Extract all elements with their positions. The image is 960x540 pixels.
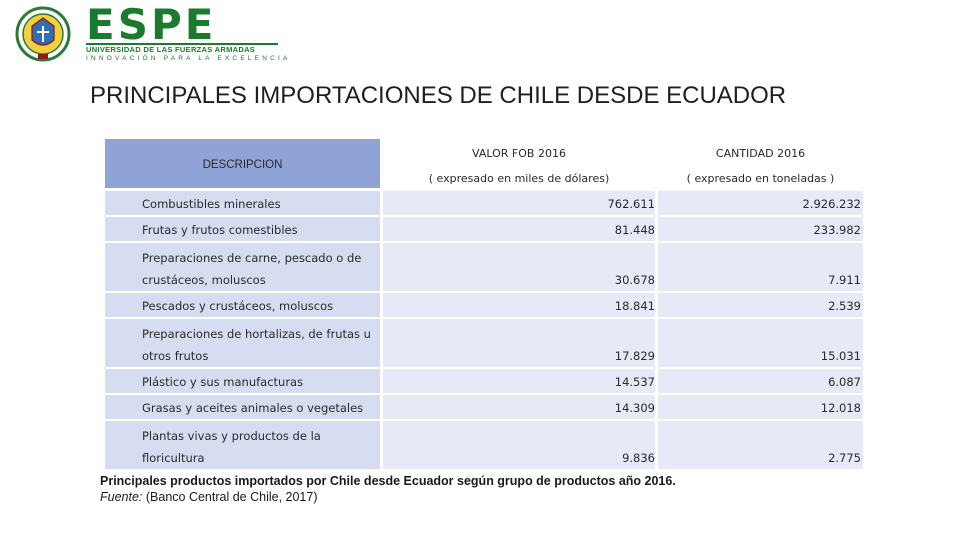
- table-row: Plástico y sus manufacturas 14.537 6.087: [105, 369, 863, 395]
- fob-value: 81.448: [614, 223, 655, 237]
- cell-description: Plantas vivas y productos de la floricult…: [105, 421, 380, 469]
- cell-description: Combustibles minerales: [105, 191, 380, 215]
- description-line-1: Plantas vivas y productos de la: [142, 429, 321, 443]
- cell-fob-value: 14.537: [383, 369, 655, 393]
- quantity-value: 12.018: [820, 401, 861, 415]
- espe-wordmark: ESPE: [86, 0, 217, 49]
- fob-value: 14.537: [614, 375, 655, 389]
- university-motto: INNOVACIÓN PARA LA EXCELENCIA: [86, 55, 291, 62]
- header-quantity: CANTIDAD 2016 ( expresado en toneladas ): [658, 139, 863, 188]
- description-text: Grasas y aceites animales o vegetales: [142, 401, 364, 415]
- fob-value: 14.309: [614, 401, 655, 415]
- table-row: Combustibles minerales 762.611 2.926.232: [105, 191, 863, 217]
- header-quantity-title: CANTIDAD 2016: [715, 147, 806, 160]
- fob-value: 762.611: [607, 197, 655, 211]
- cell-quantity-value: 6.087: [658, 369, 863, 393]
- description-text: Pescados y crustáceos, moluscos: [142, 299, 334, 313]
- quantity-value: 2.926.232: [802, 197, 861, 211]
- cell-fob-value: 9.836: [383, 421, 655, 469]
- cell-description: Grasas y aceites animales o vegetales: [105, 395, 380, 419]
- table-row: Plantas vivas y productos de la floricult…: [105, 421, 863, 471]
- university-seal-icon: [15, 6, 71, 62]
- cell-quantity-value: 12.018: [658, 395, 863, 419]
- fob-value: 17.829: [614, 349, 655, 363]
- page-title: PRINCIPALES IMPORTACIONES DE CHILE DESDE…: [90, 82, 787, 109]
- table-header: DESCRIPCION VALOR FOB 2016 ( expresado e…: [105, 139, 863, 191]
- university-name: UNIVERSIDAD DE LAS FUERZAS ARMADAS: [86, 43, 278, 54]
- table-row: Preparaciones de carne, pescado o de crus…: [105, 243, 863, 293]
- cell-fob-value: 17.829: [383, 319, 655, 367]
- header-fob-title: VALOR FOB 2016: [472, 147, 566, 160]
- cell-description: Pescados y crustáceos, moluscos: [105, 293, 380, 317]
- quantity-value: 2.539: [828, 299, 861, 313]
- cell-description: Preparaciones de hortalizas, de frutas u…: [105, 319, 380, 367]
- description-line-1: Preparaciones de hortalizas, de frutas u: [142, 327, 371, 341]
- quantity-value: 233.982: [813, 223, 861, 237]
- cell-quantity-value: 7.911: [658, 243, 863, 291]
- quantity-value: 15.031: [820, 349, 861, 363]
- cell-description: Preparaciones de carne, pescado o de crus…: [105, 243, 380, 291]
- quantity-value: 2.775: [828, 451, 861, 465]
- table-body: Combustibles minerales 762.611 2.926.232 Fr…: [105, 191, 863, 471]
- table-row: Pescados y crustáceos, moluscos 18.841 2.5…: [105, 293, 863, 319]
- table-source: Fuente: (Banco Central de Chile, 2017): [100, 490, 318, 504]
- cell-fob-value: 81.448: [383, 217, 655, 241]
- cell-quantity-value: 2.926.232: [658, 191, 863, 215]
- description-text: Combustibles minerales: [142, 197, 281, 211]
- header-description-label: DESCRIPCION: [202, 159, 283, 171]
- cell-quantity-value: 233.982: [658, 217, 863, 241]
- header-fob: VALOR FOB 2016 ( expresado en miles de d…: [383, 139, 655, 188]
- description-text: Plástico y sus manufacturas: [142, 375, 304, 389]
- description-text: Frutas y frutos comestibles: [142, 223, 298, 237]
- cell-description: Frutas y frutos comestibles: [105, 217, 380, 241]
- table-row: Grasas y aceites animales o vegetales 14.…: [105, 395, 863, 421]
- header-fob-unit: ( expresado en miles de dólares): [428, 172, 610, 185]
- cell-quantity-value: 2.539: [658, 293, 863, 317]
- quantity-value: 7.911: [828, 273, 861, 287]
- fob-value: 9.836: [622, 451, 655, 465]
- table-row: Frutas y frutos comestibles 81.448 233.982: [105, 217, 863, 243]
- header-quantity-unit: ( expresado en toneladas ): [686, 172, 835, 185]
- description-text: floricultura: [142, 451, 205, 465]
- cell-fob-value: 30.678: [383, 243, 655, 291]
- fob-value: 18.841: [614, 299, 655, 313]
- source-text: (Banco Central de Chile, 2017): [142, 490, 318, 504]
- description-text: crustáceos, moluscos: [142, 273, 266, 287]
- cell-description: Plástico y sus manufacturas: [105, 369, 380, 393]
- header-description: DESCRIPCION: [105, 139, 380, 188]
- table-caption: Principales productos importados por Chi…: [100, 474, 676, 488]
- quantity-value: 6.087: [828, 375, 861, 389]
- table-row: Preparaciones de hortalizas, de frutas u…: [105, 319, 863, 369]
- imports-table: DESCRIPCION VALOR FOB 2016 ( expresado e…: [105, 139, 863, 471]
- espe-logo: ESPE UNIVERSIDAD DE LAS FUERZAS ARMADAS …: [14, 2, 287, 64]
- description-line-1: Preparaciones de carne, pescado o de: [142, 251, 362, 265]
- source-label: Fuente:: [100, 490, 143, 504]
- cell-quantity-value: 2.775: [658, 421, 863, 469]
- cell-fob-value: 14.309: [383, 395, 655, 419]
- cell-fob-value: 18.841: [383, 293, 655, 317]
- description-text: otros frutos: [142, 349, 209, 363]
- fob-value: 30.678: [614, 273, 655, 287]
- cell-fob-value: 762.611: [383, 191, 655, 215]
- cell-quantity-value: 15.031: [658, 319, 863, 367]
